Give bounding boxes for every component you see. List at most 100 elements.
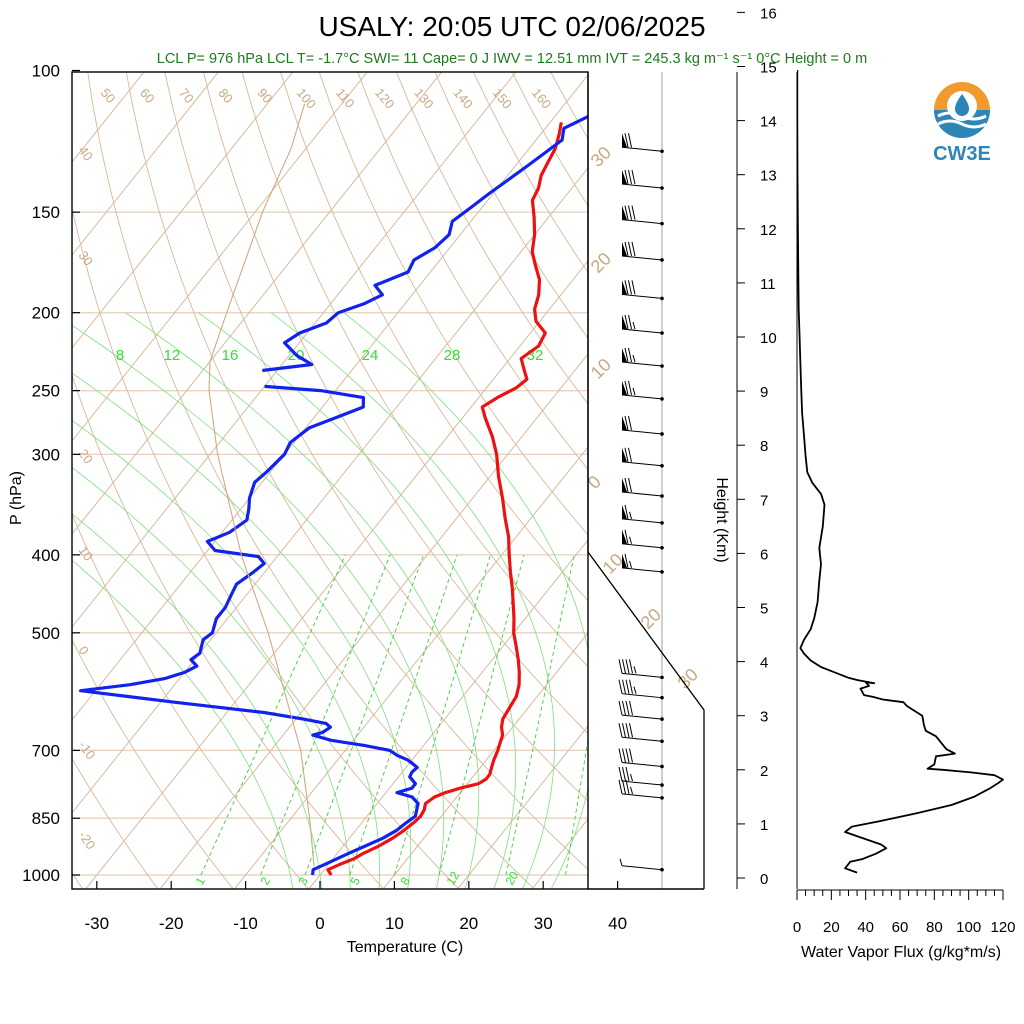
wind-barb-flag bbox=[625, 700, 630, 716]
mixing-ratio-label: 8 bbox=[397, 874, 413, 887]
dry-adiabat-line bbox=[704, 71, 1024, 893]
wind-barb-half-flag bbox=[633, 686, 637, 694]
height-tick-label: 11 bbox=[760, 276, 776, 293]
height-tick-label: 1 bbox=[760, 817, 768, 834]
dry-adiabat-label: 140 bbox=[451, 85, 476, 111]
dry-adiabat-label: 150 bbox=[490, 85, 515, 111]
isotherm-line bbox=[159, 353, 588, 889]
wind-barb-half-flag bbox=[632, 354, 636, 363]
wind-barb-staff bbox=[621, 461, 663, 467]
skew-t-guide-labels: 50 60 70 80 90 100 110 120 130 140 150 160403020100… bbox=[76, 85, 702, 887]
isotherm-label: -20 bbox=[76, 828, 99, 852]
wind-barb-pennant bbox=[622, 380, 627, 395]
wind-barb-flag bbox=[618, 723, 623, 738]
x-tick-label: 20 bbox=[459, 914, 478, 933]
height-tick-label: 13 bbox=[760, 168, 777, 185]
x-tick-label: 30 bbox=[534, 914, 553, 933]
wind-barb-flag bbox=[628, 314, 632, 330]
isotherm-label: 30 bbox=[587, 143, 615, 171]
wind-barb-staff bbox=[621, 491, 663, 497]
wind-barb-staff bbox=[621, 780, 663, 786]
wind-barb-staff bbox=[621, 714, 663, 720]
dry-adiabat-line bbox=[627, 71, 1024, 893]
wind-barb bbox=[621, 241, 664, 262]
moist-adiabat-line bbox=[271, 312, 555, 889]
wind-barb-staff bbox=[621, 543, 663, 549]
wind-barb-flag bbox=[631, 205, 636, 220]
height-tick-label: 4 bbox=[760, 655, 768, 672]
y-tick-label: 250 bbox=[32, 382, 60, 401]
isotherm-line bbox=[531, 818, 588, 889]
wind-barb bbox=[621, 447, 664, 468]
moist-adiabat-line bbox=[72, 324, 445, 889]
height-tick-label: 0 bbox=[760, 871, 768, 888]
y-tick-label: 700 bbox=[32, 741, 60, 760]
wind-barb-pennant bbox=[622, 529, 627, 544]
isotherm-label: 0 bbox=[76, 643, 92, 658]
chart-subtitle: LCL P= 976 hPa LCL T= -1.7°C SWI= 11 Cap… bbox=[157, 51, 867, 67]
isotherm-line bbox=[72, 167, 588, 814]
y-axis-label: P (hPa) bbox=[8, 471, 25, 525]
wind-barb-staff bbox=[621, 567, 663, 573]
wind-barb-flag bbox=[628, 133, 632, 148]
wind-barb-half-flag bbox=[630, 786, 633, 795]
wind-barb-staff bbox=[621, 183, 663, 189]
mixing-ratio-label: 24 bbox=[362, 347, 379, 364]
temperature-line bbox=[326, 122, 563, 876]
wind-barb-flag bbox=[628, 477, 632, 493]
height-tick-label: 7 bbox=[760, 492, 768, 509]
wind-barb-flag bbox=[628, 415, 632, 431]
x-tick-label: -30 bbox=[85, 914, 110, 933]
wind-barb bbox=[621, 133, 664, 154]
flux-x-tick-label: 0 bbox=[793, 919, 801, 936]
wind-barb-flag bbox=[624, 380, 629, 396]
wind-barb bbox=[621, 280, 664, 301]
mixing-ratio-line bbox=[304, 554, 425, 876]
x-tick-label: -10 bbox=[233, 914, 258, 933]
wind-barb-flag bbox=[618, 700, 623, 716]
dry-adiabat-line bbox=[72, 206, 460, 889]
wind-barb bbox=[618, 700, 664, 721]
wind-barb-flag bbox=[625, 766, 630, 782]
height-tick-label: 5 bbox=[760, 601, 768, 618]
wind-barb bbox=[621, 205, 664, 226]
isotherm-label: 20 bbox=[587, 249, 615, 277]
wind-barb-flag bbox=[629, 659, 633, 674]
dry-adiabat-label: 50 bbox=[98, 85, 119, 106]
wind-barb-flag bbox=[625, 723, 630, 738]
dry-adiabat-line bbox=[357, 72, 588, 471]
wind-barb-staff bbox=[621, 394, 663, 400]
height-tick-label: 14 bbox=[760, 114, 777, 131]
height-tick-label: 8 bbox=[760, 438, 768, 455]
wind-barb-flag bbox=[628, 347, 632, 363]
wind-barb-flag bbox=[628, 205, 632, 220]
wind-barb-flag bbox=[618, 679, 623, 694]
wind-barb-dot bbox=[660, 675, 664, 680]
wind-barb-staff bbox=[621, 865, 663, 871]
wind-barb-flag bbox=[629, 748, 633, 763]
moist-adiabat-line bbox=[72, 372, 412, 889]
mixing-ratio-label: 2 bbox=[257, 874, 273, 887]
wind-barb-staff bbox=[621, 761, 663, 767]
wind-barb-flag bbox=[625, 779, 630, 795]
wind-barb-dot bbox=[660, 494, 664, 498]
dry-adiabat-line bbox=[72, 513, 310, 889]
wind-barb-flag bbox=[631, 169, 636, 185]
isotherm-label: 20 bbox=[637, 605, 665, 633]
wind-barb-half-flag bbox=[630, 773, 633, 782]
flux-x-tick-label: 60 bbox=[892, 919, 909, 936]
wind-barb-flag bbox=[624, 504, 629, 519]
dry-adiabat-line bbox=[241, 72, 588, 668]
wind-barb-half-flag bbox=[619, 858, 623, 866]
dry-adiabat-line bbox=[87, 72, 535, 889]
cw3e-logo: CW3E bbox=[933, 82, 991, 165]
wind-barb-flag bbox=[622, 679, 626, 694]
moist-adiabat-line bbox=[72, 559, 294, 889]
skew-t-panel: 50 60 70 80 90 100 110 120 130 140 150 160403020100… bbox=[8, 62, 1024, 956]
wind-barb-pennant bbox=[622, 348, 627, 363]
wind-barb-flag bbox=[624, 205, 629, 220]
mixing-ratio-line bbox=[349, 554, 458, 876]
wind-barb-flag bbox=[628, 280, 632, 295]
wind-barb-dot bbox=[660, 783, 664, 787]
